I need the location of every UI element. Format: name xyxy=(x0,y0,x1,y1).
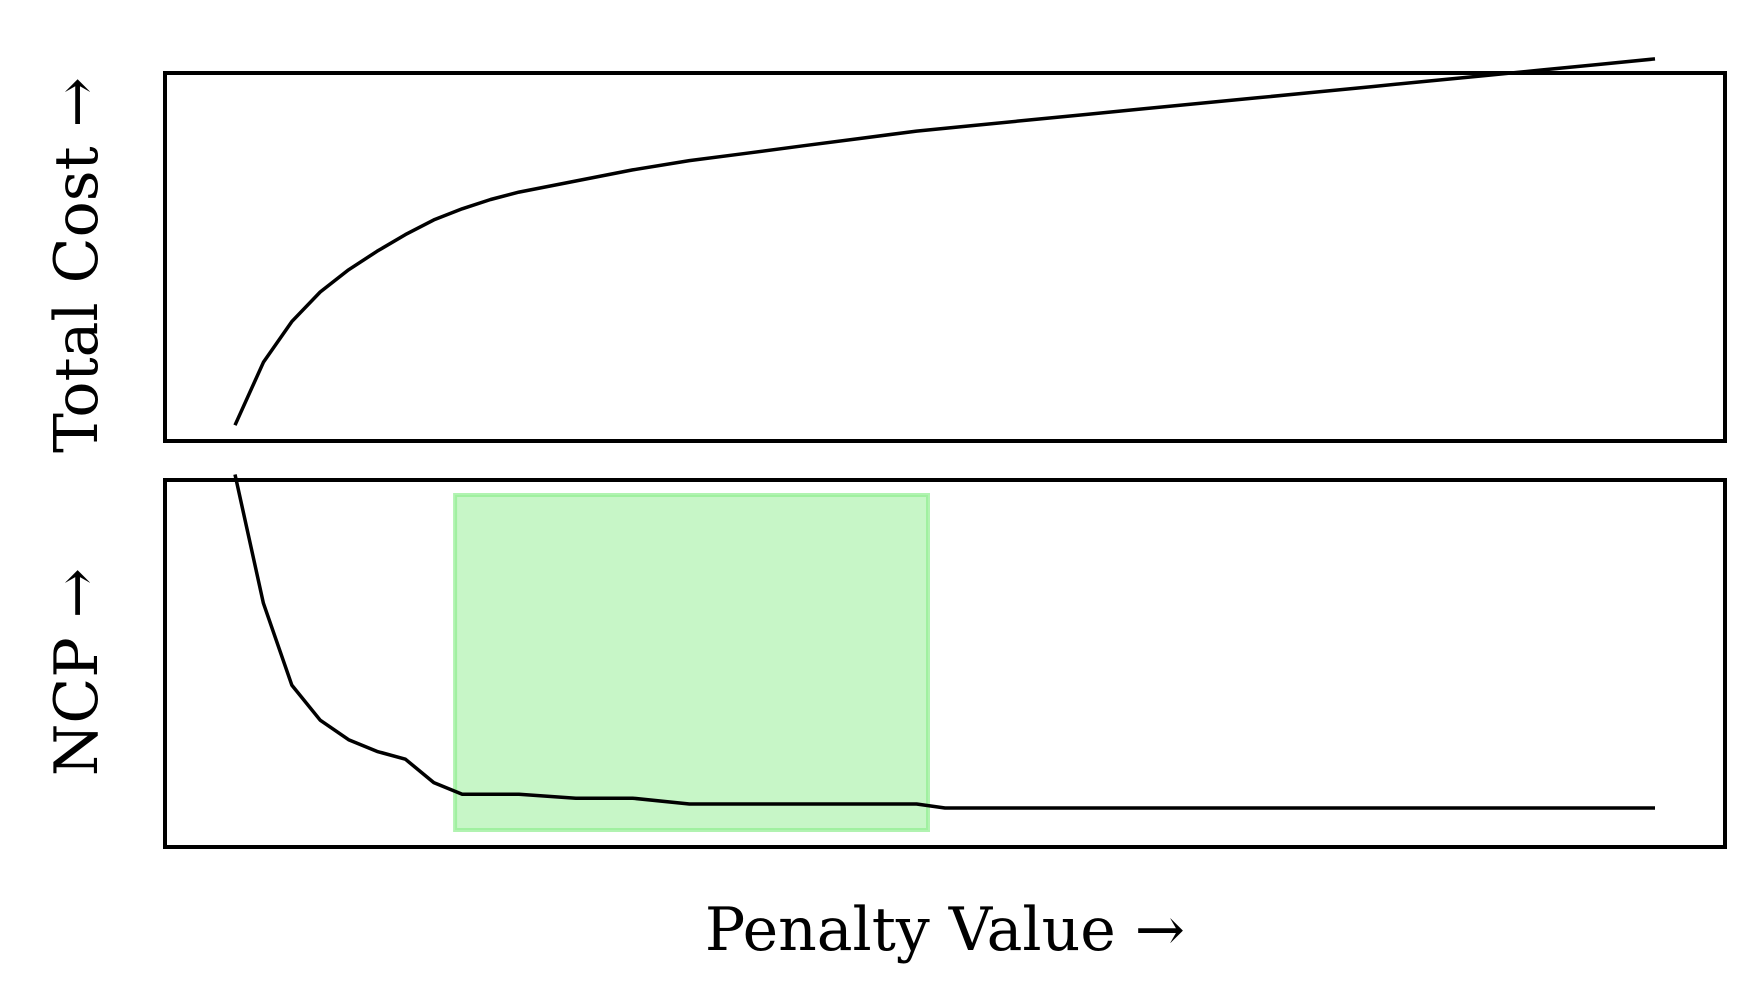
total-cost-plot-frame xyxy=(163,71,1727,443)
ncp-panel: NCP → xyxy=(42,474,1727,849)
ncp-plot-frame xyxy=(163,478,1727,849)
total-cost-y-axis-label: Total Cost → xyxy=(42,77,112,453)
total-cost-panel: Total Cost → xyxy=(42,57,1727,453)
ncp-y-axis-label: NCP → xyxy=(42,568,112,776)
ncp-highlight-region xyxy=(453,493,930,832)
ncp-line xyxy=(233,474,1655,810)
total-cost-line xyxy=(233,57,1656,426)
penalty-x-axis-label: Penalty Value → xyxy=(705,895,1185,965)
